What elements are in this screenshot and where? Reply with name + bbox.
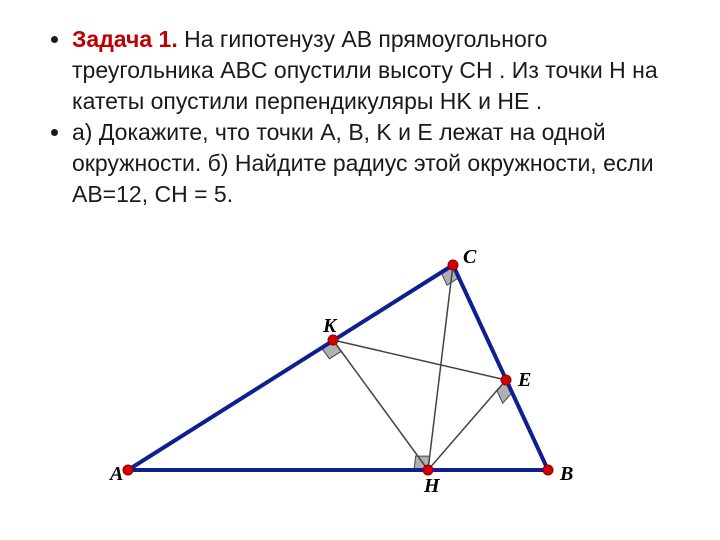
bullet-list: Задача 1. На гипотенузу AB прямоугольног… [50, 24, 670, 210]
svg-text:E: E [517, 369, 531, 391]
problem-label: Задача 1. [72, 26, 178, 52]
svg-text:A: A [108, 463, 123, 485]
slide-content: Задача 1. На гипотенузу AB прямоугольног… [0, 0, 720, 210]
problem-parts: а) Докажите, что точки A, B, K и E лежат… [72, 117, 670, 210]
problem-statement: Задача 1. На гипотенузу AB прямоугольног… [72, 24, 670, 117]
svg-text:C: C [463, 246, 477, 268]
geometry-figure: A B C H K E [108, 240, 588, 500]
svg-text:K: K [322, 315, 338, 337]
svg-text:H: H [423, 475, 441, 497]
svg-text:B: B [559, 463, 573, 485]
